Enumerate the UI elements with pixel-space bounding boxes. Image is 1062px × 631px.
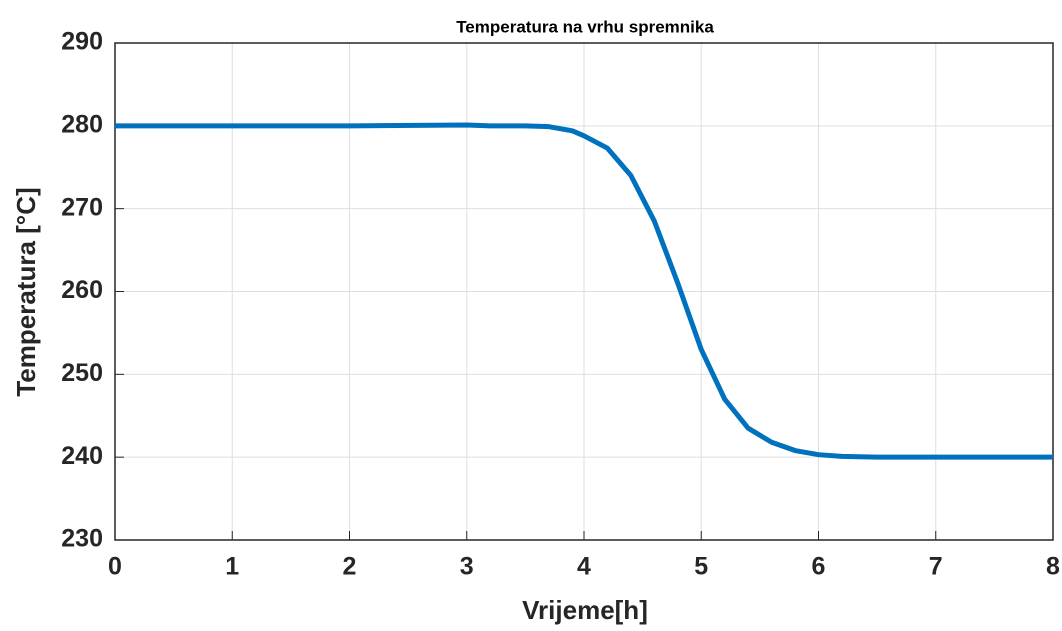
x-tick-label: 6	[812, 553, 826, 581]
y-axis-label: Temperatura [°C]	[11, 187, 41, 396]
y-tick-label: 270	[61, 193, 103, 221]
y-tick-label: 240	[61, 442, 103, 470]
y-tick-label: 290	[61, 28, 103, 56]
plot-frame	[114, 42, 1054, 541]
x-tick-label: 0	[108, 553, 122, 581]
data-line	[115, 122, 1053, 460]
x-tick-label: 4	[577, 553, 591, 581]
x-tick-label: 8	[1046, 553, 1060, 581]
y-tick-label: 280	[61, 110, 103, 138]
x-tick-label: 7	[929, 553, 943, 581]
y-tick-label: 250	[61, 359, 103, 387]
x-tick-label: 1	[225, 553, 239, 581]
chart-title: Temperatura na vrhu spremnika	[456, 17, 714, 36]
x-axis-label: Vrijeme[h]	[522, 595, 648, 625]
y-tick-label: 260	[61, 276, 103, 304]
y-tick-label: 230	[61, 525, 103, 553]
x-tick-label: 2	[343, 553, 357, 581]
x-tick-label: 3	[460, 553, 474, 581]
x-tick-label: 5	[694, 553, 708, 581]
